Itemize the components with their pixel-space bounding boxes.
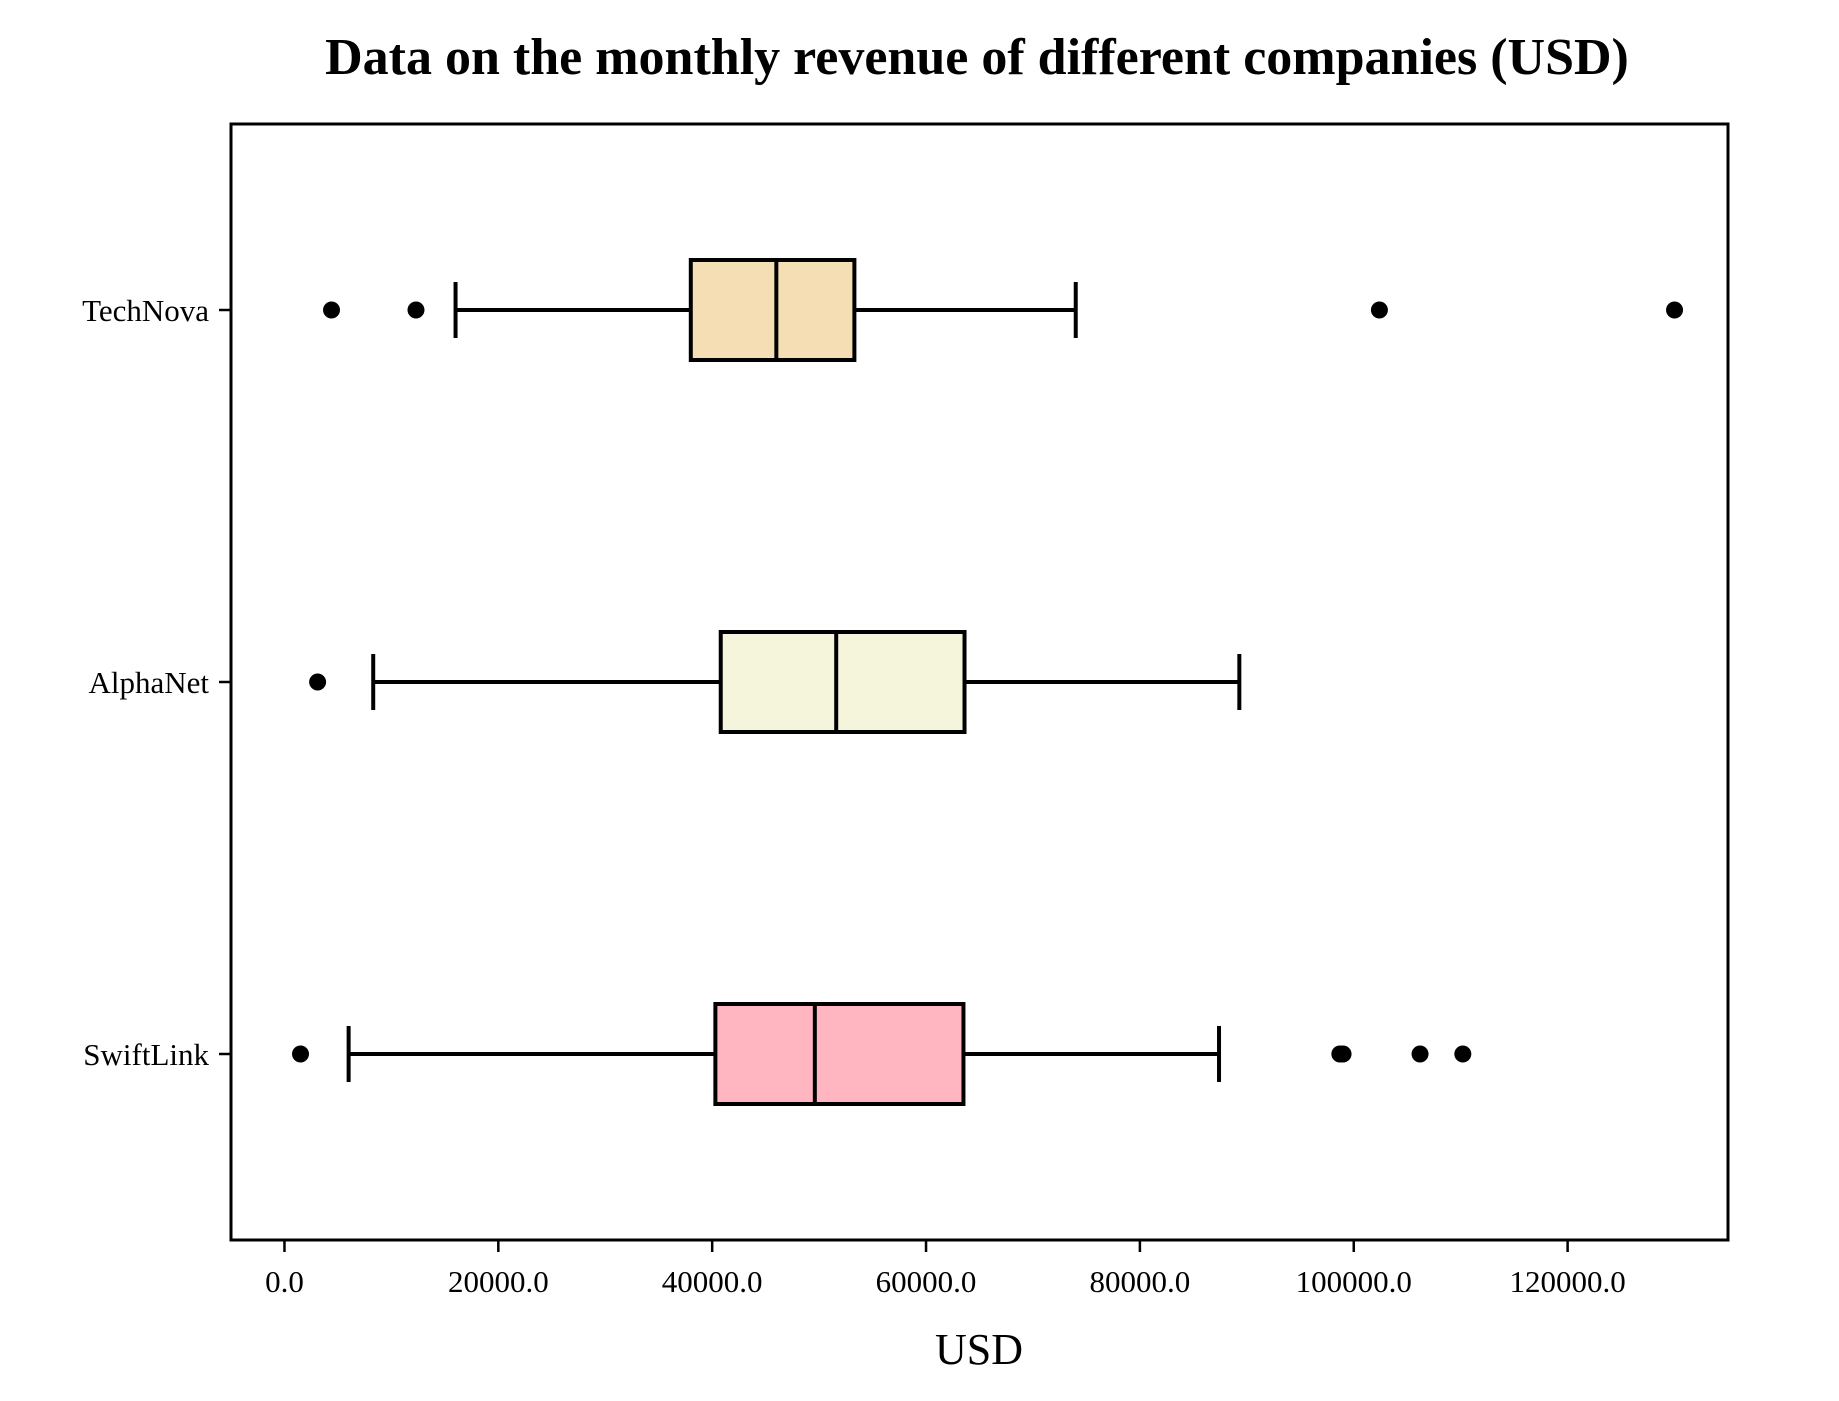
outlier-point xyxy=(1334,1045,1352,1063)
x-tick-label: 120000.0 xyxy=(1509,1264,1625,1299)
x-axis-label: USD xyxy=(935,1325,1023,1374)
box-technova xyxy=(323,258,1684,362)
x-axis: 0.0 20000.0 40000.0 60000.0 80000.0 100000.0 1… xyxy=(265,1240,1626,1299)
iqr-box xyxy=(718,630,967,734)
outlier-point xyxy=(323,301,341,319)
x-tick-label: 0.0 xyxy=(265,1264,304,1299)
outlier-point xyxy=(407,301,425,319)
outlier-point xyxy=(292,1045,310,1063)
outlier-point xyxy=(1666,301,1684,319)
outlier-point xyxy=(1454,1045,1472,1063)
x-tick-label: 20000.0 xyxy=(448,1264,549,1299)
y-tick-label: AlphaNet xyxy=(88,665,209,700)
y-axis: TechNova AlphaNet SwiftLink xyxy=(82,293,231,1072)
iqr-box xyxy=(688,258,857,362)
outlier-point xyxy=(1411,1045,1429,1063)
box-alphanet xyxy=(309,630,1242,734)
outlier-point xyxy=(309,673,327,691)
x-tick-label: 100000.0 xyxy=(1296,1264,1412,1299)
plot-area xyxy=(292,258,1684,1106)
x-tick-label: 80000.0 xyxy=(1090,1264,1191,1299)
chart-title: Data on the monthly revenue of different… xyxy=(325,29,1629,86)
outlier-point xyxy=(1370,301,1388,319)
iqr-box xyxy=(713,1002,966,1106)
y-tick-label: SwiftLink xyxy=(83,1037,209,1072)
x-tick-label: 60000.0 xyxy=(876,1264,977,1299)
x-tick-label: 40000.0 xyxy=(662,1264,763,1299)
y-tick-label: TechNova xyxy=(82,293,209,328)
box-swiftlink xyxy=(292,1002,1472,1106)
